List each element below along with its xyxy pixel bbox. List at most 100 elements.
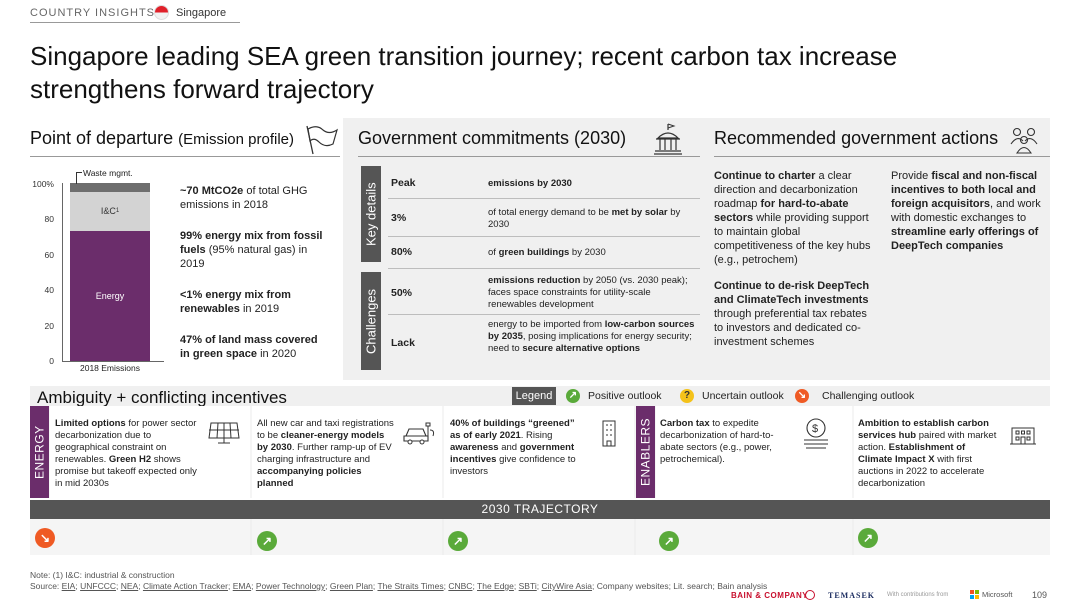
microsoft-logo-icon xyxy=(970,590,979,599)
action-3: Provide fiscal and non-fiscal incentives… xyxy=(891,169,1043,253)
source-link[interactable]: UNFCCC xyxy=(80,581,116,591)
row-5-key: Lack xyxy=(391,337,415,349)
fact-2-bold: 99% energy mix from fossil fuels xyxy=(180,230,323,256)
row-3-bold: green buildings xyxy=(498,247,570,258)
card-carbon-tax xyxy=(656,406,852,498)
row-2-t1: of total energy demand to be xyxy=(488,207,612,218)
fact-4-text: in 2020 xyxy=(257,348,297,360)
trajectory-cell xyxy=(444,519,634,555)
card-1-bold: Limited options xyxy=(55,418,126,429)
contributions-text: With contributions from xyxy=(887,592,949,598)
action-1-bold-2: for hard-to-abate sectors xyxy=(714,198,849,224)
row-4-bold: emissions reduction xyxy=(488,275,581,286)
card-2-text: All new car and taxi registrations to be… xyxy=(257,418,397,490)
trajectory-bar: 2030 TRAJECTORY xyxy=(30,500,1050,519)
row-1-bold: emissions by 2030 xyxy=(488,178,572,189)
electric-car-icon xyxy=(403,422,435,445)
source-link[interactable]: CityWire Asia xyxy=(541,581,593,591)
row-divider xyxy=(388,314,700,315)
carbon-hub-outlook-positive-icon: ↗ xyxy=(858,528,878,548)
trajectory-cell xyxy=(30,519,250,555)
positive-outlook-label: Positive outlook xyxy=(588,390,662,402)
row-2-text: of total energy demand to be met by sola… xyxy=(488,207,698,231)
card-3-bold-2: awareness xyxy=(450,442,499,453)
row-1-text: emissions by 2030 xyxy=(488,178,698,190)
card-3-text: 40% of buildings “greened” as of early 2… xyxy=(450,418,586,478)
singapore-flag-icon xyxy=(154,5,169,20)
y-tick-80: 80 xyxy=(44,214,54,224)
card-1-bold-2: Green H2 xyxy=(108,454,152,465)
y-tick-100: 100% xyxy=(32,179,54,189)
source-link[interactable]: EIA xyxy=(61,581,76,591)
row-divider xyxy=(388,236,700,237)
row-3-text: of green buildings by 2030 xyxy=(488,247,698,259)
bain-logo-icon xyxy=(805,590,815,600)
flag-icon xyxy=(306,125,339,155)
source-link[interactable]: Green Plan xyxy=(329,581,373,591)
action-1: Continue to charter a clear direction an… xyxy=(714,169,878,267)
footnote: Note: (1) I&C: industrial & construction xyxy=(30,570,175,580)
card-1-t: for power sector decarbonization due to … xyxy=(55,418,197,465)
source-suffix: ; Company websites; Lit. search; Bain an… xyxy=(592,581,768,591)
fact-1: ~70 MtCO2e of total GHG emissions in 201… xyxy=(180,184,330,212)
transport-outlook-positive-icon: ↗ xyxy=(257,531,277,551)
action-3-bold-2: streamline early offerings of DeepTech c… xyxy=(891,226,1039,252)
page-title: Singapore leading SEA green transition j… xyxy=(30,41,898,104)
action-3-t1: Provide xyxy=(891,170,932,182)
trajectory-cell xyxy=(252,519,442,555)
energy-label: ENERGY xyxy=(30,406,49,498)
positive-outlook-icon: ↗ xyxy=(566,389,580,403)
card-4-bold: Carbon tax xyxy=(660,418,710,429)
action-2-bold: Continue to de-risk DeepTech and Climate… xyxy=(714,280,870,306)
card-power xyxy=(50,406,250,498)
bank-icon xyxy=(1010,427,1036,445)
card-2-t: All new car and taxi registrations to be xyxy=(257,418,394,441)
card-carbon-hub xyxy=(854,406,1050,498)
source-link[interactable]: Power Technology xyxy=(255,581,326,591)
energy-outlook-challenging-icon: ↘ xyxy=(35,528,55,548)
fact-2: 99% energy mix from fossil fuels (95% na… xyxy=(180,229,330,271)
row-5-bold: low-carbon sources by 2035 xyxy=(488,319,695,342)
departure-title-text: Point of departure xyxy=(30,128,174,148)
enablers-label: ENABLERS xyxy=(636,406,655,498)
y-tick-40: 40 xyxy=(44,285,54,295)
source-link[interactable]: EMA xyxy=(232,581,252,591)
card-4-text: Carbon tax to expedite decarbonization o… xyxy=(660,418,780,466)
card-3-t2: and xyxy=(498,442,520,453)
card-5-bold: Ambition to establish carbon services hu… xyxy=(858,418,989,441)
source-link[interactable]: The Straits Times xyxy=(377,581,444,591)
card-buildings xyxy=(444,406,634,498)
source-link[interactable]: CNBC xyxy=(448,581,473,591)
departure-subtitle: (Emission profile) xyxy=(178,131,294,148)
card-3-bold: 40% of buildings “greened” as of early 2… xyxy=(450,418,575,441)
row-5-text: energy to be imported from low-carbon so… xyxy=(488,319,700,355)
svg-text:$: $ xyxy=(812,423,818,435)
source-link[interactable]: The Edge xyxy=(477,581,514,591)
carbon-tax-outlook-positive-icon: ↗ xyxy=(659,531,679,551)
source-link[interactable]: SBTi xyxy=(518,581,537,591)
action-3-bold: fiscal and non-fiscal incentives to both… xyxy=(891,170,1038,210)
row-5-bold-2: secure alternative options xyxy=(522,343,641,354)
people-group-icon xyxy=(1010,127,1038,154)
source-link[interactable]: Climate Action Tracker xyxy=(142,581,228,591)
action-1-t1: a clear direction and decarbonization ro… xyxy=(714,170,858,210)
row-4-t1: by 2050 (vs. 2030 peak); faces space con… xyxy=(488,275,688,310)
fact-4-bold: 47% of land mass covered in green space xyxy=(180,334,318,360)
header-divider xyxy=(30,22,240,23)
microsoft-logo: Microsoft xyxy=(982,590,1013,599)
challenges-label: Challenges xyxy=(361,272,381,370)
row-4-text: emissions reduction by 2050 (vs. 2030 pe… xyxy=(488,275,698,311)
temasek-logo: TEMASEK xyxy=(828,591,876,600)
bar-segment-waste xyxy=(70,183,150,192)
source-link[interactable]: NEA xyxy=(120,581,139,591)
departure-title: Point of departure (Emission profile) xyxy=(30,128,294,149)
actions-title: Recommended government actions xyxy=(714,128,999,148)
sources: Source: EIA; UNFCCC; NEA; Climate Action… xyxy=(30,581,768,591)
action-2: Continue to de-risk DeepTech and Climate… xyxy=(714,279,878,349)
card-1-t2: shows promise but takeoff expected only … xyxy=(55,454,197,489)
card-3-bold-3: government incentives xyxy=(450,442,575,465)
waste-label: Waste mgmt. xyxy=(83,168,133,178)
country-name: Singapore xyxy=(176,7,227,19)
ambiguity-title: Ambiguity + conflicting incentives xyxy=(37,388,287,407)
row-4-key: 50% xyxy=(391,287,413,299)
